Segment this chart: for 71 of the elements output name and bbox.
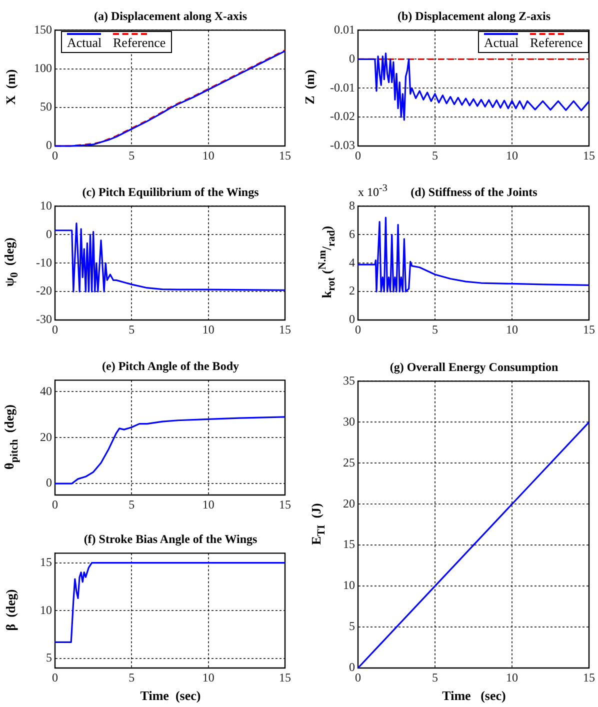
chart-title: (a) Displacement along X-axis — [93, 9, 248, 24]
y-tick-label: -30 — [36, 312, 52, 326]
y-tick-label: -0.03 — [330, 138, 355, 152]
chart-title: (g) Overall Energy Consumption — [388, 360, 560, 375]
y-tick-label: 5 — [349, 619, 355, 634]
y-tick-label: 25 — [343, 455, 355, 470]
x-tick-label: 15 — [279, 322, 291, 336]
text: x 10$^{-3}$ — [358, 183, 388, 200]
x-tick-label: 5 — [128, 322, 135, 336]
x-tick-label: 10 — [506, 148, 518, 162]
x-tick-label: 15 — [279, 497, 291, 512]
legend-label: Actual — [484, 35, 519, 50]
y-tick-label: 40 — [40, 384, 52, 398]
y-tick-label: -0.02 — [330, 109, 355, 124]
y-tick-label: 30 — [343, 414, 355, 428]
x-tick-label: 10 — [506, 322, 518, 336]
x-tick-label: 10 — [202, 148, 214, 162]
x-axis-title: Time (sec) — [139, 688, 202, 704]
x-tick-label: 5 — [128, 497, 135, 512]
y-tick-label: 20 — [343, 496, 355, 510]
y-tick-label: 0 — [46, 226, 52, 241]
y-tick-label: 0.01 — [334, 22, 355, 36]
x-tick-label: 10 — [202, 670, 214, 684]
x-tick-label: 10 — [506, 670, 518, 684]
x-tick-label: 10 — [202, 497, 214, 512]
chart-title: (c) Pitch Equilibrium of the Wings — [81, 185, 260, 200]
y-tick-label: 15 — [40, 554, 52, 569]
x-tick-label: 15 — [583, 148, 595, 162]
y-tick-label: 0 — [46, 138, 52, 152]
y-tick-label: 8 — [349, 198, 355, 212]
y-tick-label: 5 — [46, 650, 52, 665]
y-tick-label: 2 — [349, 284, 355, 298]
y-axis-title: β (deg) — [3, 588, 19, 630]
y-tick-label: 100 — [34, 60, 52, 75]
y-axis-title: X (m) — [3, 69, 19, 105]
x-tick-label: 15 — [583, 670, 595, 684]
x-tick-label: 15 — [583, 322, 595, 336]
legend-label: Reference — [113, 35, 166, 50]
y-tick-label: 0 — [349, 51, 355, 66]
x-tick-label: 5 — [432, 322, 438, 336]
y-tick-label: -10 — [36, 255, 52, 270]
x-tick-label: 5 — [128, 148, 135, 162]
chart-title: (f) Stroke Bias Angle of the Wings — [84, 532, 258, 546]
x-tick-label: 15 — [279, 148, 291, 162]
y-tick-label: 15 — [343, 537, 355, 552]
chart-title: (e) Pitch Angle of the Body — [101, 359, 240, 374]
x-tick-label: 15 — [279, 670, 291, 684]
x-tick-label: 5 — [432, 148, 438, 162]
chart-title: (b) Displacement along Z-axis — [396, 9, 552, 24]
x-tick-label: 5 — [432, 670, 438, 684]
y-tick-label: 0 — [349, 312, 355, 326]
y-tick-label: 4 — [349, 255, 355, 270]
y-axis-title: Z (m) — [302, 70, 318, 104]
x-tick-label: 10 — [202, 322, 214, 336]
x-axis-title: Time (sec) — [441, 688, 507, 704]
legend-label: Reference — [530, 35, 583, 50]
y-tick-label: 6 — [349, 226, 355, 241]
y-tick-label: 0 — [46, 476, 52, 490]
x-tick-label: 5 — [128, 670, 135, 684]
y-tick-label: 20 — [40, 430, 52, 444]
y-tick-label: 10 — [40, 602, 52, 617]
y-tick-label: 10 — [343, 578, 355, 592]
chart-title: (d) Stiffness of the Joints — [410, 185, 538, 199]
y-tick-label: 35 — [343, 373, 355, 388]
y-tick-label: 10 — [40, 198, 52, 212]
y-tick-label: -20 — [36, 284, 52, 298]
legend-label: Actual — [67, 35, 102, 50]
y-tick-label: 150 — [34, 22, 52, 36]
y-tick-label: -0.01 — [330, 80, 355, 94]
y-tick-label: 0 — [349, 660, 355, 674]
y-tick-label: 50 — [40, 100, 52, 114]
